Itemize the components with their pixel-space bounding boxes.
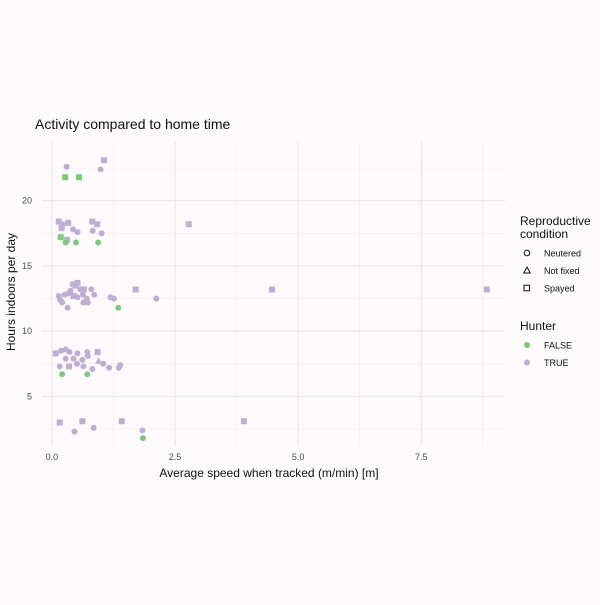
data-point (100, 360, 107, 367)
data-point (75, 174, 82, 181)
data-point (56, 363, 63, 370)
data-point (80, 363, 87, 370)
data-points (52, 157, 490, 442)
data-point (58, 225, 65, 232)
grid-lines (42, 142, 505, 446)
y-tick-label: 5 (27, 391, 32, 401)
data-point (74, 229, 81, 236)
legend-key-true (524, 359, 530, 366)
data-point (57, 234, 64, 241)
data-point (56, 419, 63, 426)
data-point (483, 286, 490, 293)
data-point (118, 418, 125, 425)
data-point (269, 286, 276, 293)
data-point (66, 363, 73, 370)
y-axis-label: Hours indoors per day (4, 233, 18, 351)
data-point (59, 299, 66, 306)
legend-title-reproductive: condition (520, 227, 568, 241)
data-point (115, 304, 122, 311)
data-point (101, 157, 108, 164)
data-point (79, 356, 86, 363)
data-point (88, 286, 95, 293)
data-point (52, 350, 59, 357)
data-point (71, 428, 78, 435)
data-point (62, 239, 69, 246)
data-point (89, 227, 96, 234)
data-point (132, 286, 139, 293)
x-tick-label: 2.5 (169, 452, 182, 462)
data-point (73, 360, 80, 367)
data-point (62, 174, 69, 181)
data-point (65, 290, 72, 297)
legend-key-spayed (523, 284, 531, 292)
data-point (89, 366, 96, 373)
chart-title: Activity compared to home time (35, 116, 231, 132)
data-point (66, 349, 73, 356)
data-point (105, 364, 112, 371)
data-point (74, 294, 81, 301)
data-point (55, 218, 62, 225)
data-point (63, 163, 70, 170)
data-point (110, 295, 117, 302)
data-point (90, 424, 97, 431)
data-point (80, 286, 87, 293)
data-point (153, 295, 160, 302)
data-point (74, 279, 81, 286)
legend-title-reproductive: Reproductive (520, 214, 591, 228)
data-point (94, 349, 101, 356)
data-point (70, 226, 77, 233)
data-point (97, 166, 104, 173)
data-point (94, 221, 101, 228)
data-point (70, 355, 77, 362)
data-point (89, 218, 96, 225)
data-point (84, 299, 91, 306)
legend-label: Neutered (544, 249, 581, 259)
data-point (240, 418, 247, 425)
y-tick-label: 10 (22, 326, 32, 336)
legend-key-false (524, 342, 530, 348)
legend-label: Not fixed (544, 266, 580, 276)
data-point (98, 230, 105, 237)
data-point (79, 291, 86, 298)
y-tick-label: 20 (22, 196, 32, 206)
x-tick-label: 0.0 (46, 452, 59, 462)
data-point (139, 435, 146, 442)
axes: 0.0 2.5 5.0 7.5 5 10 15 20 (22, 196, 428, 462)
x-tick-label: 7.5 (415, 452, 428, 462)
legend-title-hunter: Hunter (520, 319, 556, 333)
data-point (139, 427, 146, 434)
data-point (64, 304, 71, 311)
data-point (62, 355, 69, 362)
data-point (80, 299, 87, 306)
data-point (79, 418, 86, 425)
legend-key-not-fixed (522, 265, 532, 274)
data-point (65, 219, 72, 226)
data-point (115, 364, 122, 371)
data-point (84, 352, 91, 359)
legend-key-neutered (523, 249, 531, 257)
data-point (95, 239, 102, 246)
data-point (74, 350, 81, 357)
legend-label: Spayed (544, 284, 575, 294)
data-point (95, 357, 103, 364)
data-point (185, 221, 192, 228)
data-point (59, 371, 66, 378)
data-point (70, 292, 77, 299)
x-tick-label: 5.0 (292, 452, 305, 462)
data-point (72, 239, 79, 246)
y-tick-label: 15 (22, 261, 32, 271)
data-point (91, 291, 98, 298)
legend-label: TRUE (544, 358, 569, 368)
x-axis-label: Average speed when tracked (m/min) [m] (159, 466, 378, 480)
data-point (84, 371, 91, 378)
legend-label: FALSE (544, 341, 572, 351)
